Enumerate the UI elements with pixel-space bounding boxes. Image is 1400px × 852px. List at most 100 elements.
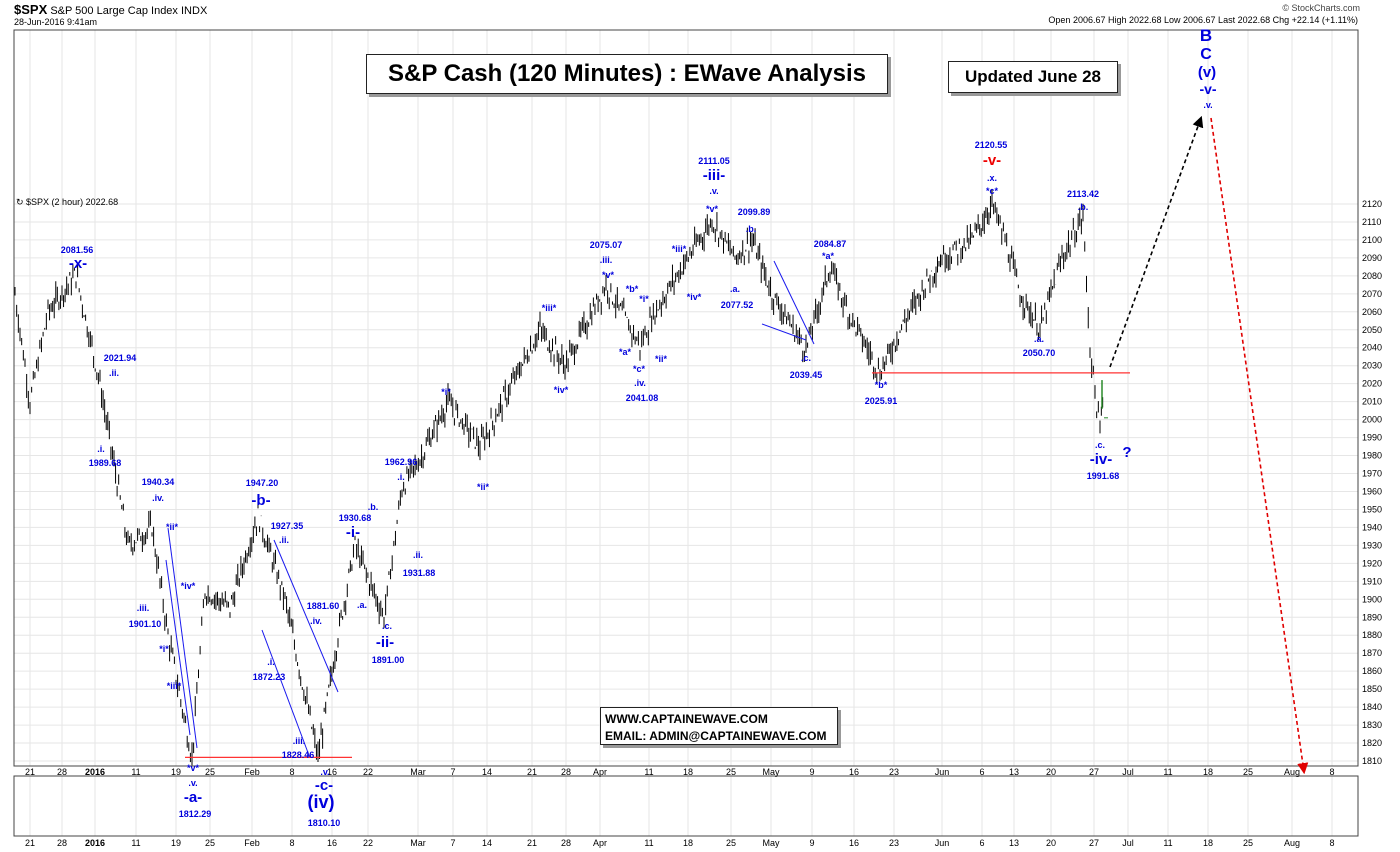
x-tick-label: 18 [683,767,693,777]
x-axis-labels: 2121282820162016111119192525FebFeb881616… [25,767,1335,848]
wave-label-a19: 1947.20 [246,478,279,488]
trend-line [773,260,815,345]
y-tick-label: 2100 [1362,235,1382,245]
wave-label-a50: *v* [602,270,615,280]
x-tick-label: Jul [1122,838,1134,848]
wave-label-a59: *iv* [687,292,702,302]
x-tick-label: 16 [849,838,859,848]
wave-label-a73: 2025.91 [865,396,898,406]
y-tick-label: 2020 [1362,379,1382,389]
projection-up-arrow [1109,115,1204,368]
x-tick-label: May [762,838,780,848]
x-tick-label: 6 [979,838,984,848]
y-tick-label: 2050 [1362,325,1382,335]
wave-label-a77: *c* [986,186,999,196]
y-tick-label: 2060 [1362,307,1382,317]
wave-label-a44: *i* [441,387,451,397]
wave-label-a2: -x- [69,255,87,272]
wave-label-a38: -ii- [376,634,394,651]
x-tick-label: 16 [327,838,337,848]
x-tick-label: 14 [482,838,492,848]
trend-line [165,559,191,736]
wave-label-a85: 1991.68 [1087,471,1120,481]
y-tick-label: 2120 [1362,199,1382,209]
wave-label-a11: .iii. [137,603,150,613]
wave-label-a82: .c. [1095,440,1105,450]
updated-box: Updated June 28 [948,61,1118,93]
x-tick-label: Mar [410,767,426,777]
y-tick-label: 2030 [1362,361,1382,371]
wave-label-a35: -i- [346,524,360,541]
wave-label-a7: 1940.34 [142,477,175,487]
wave-label-a74: 2120.55 [975,140,1008,150]
x-tick-label: 21 [527,838,537,848]
x-tick-label: 27 [1089,767,1099,777]
wave-label-a27: .iii. [293,736,306,746]
y-axis-labels: 1810 1820 1830 1840 1850 1860 1870 1880 1890 1900… [1362,199,1382,766]
wave-label-a15: *v* [187,763,200,773]
x-tick-label: 11 [644,767,653,777]
wave-label-a41: .i. [397,472,405,482]
wave-label-a46: *iii* [542,303,557,313]
x-tick-label: 28 [57,838,67,848]
y-tick-label: 2070 [1362,289,1382,299]
y-tick-label: 1910 [1362,576,1382,586]
wave-label-a37: .c. [382,621,392,631]
x-tick-label: 11 [131,767,140,777]
wave-label-a75: -v- [983,152,1001,169]
trend-line [261,629,311,759]
x-tick-label: Apr [593,838,607,848]
x-tick-label: May [762,767,780,777]
x-tick-label: Jul [1122,767,1134,777]
chart-grid [14,30,1358,836]
wave-label-a72: *b* [875,380,888,390]
x-tick-label: 18 [1203,767,1213,777]
x-tick-label: 13 [1009,767,1019,777]
x-tick-label: 25 [205,838,215,848]
x-tick-label: 28 [57,767,67,777]
y-tick-label: 1970 [1362,469,1382,479]
wave-label-a66: .a. [730,284,740,294]
x-tick-label: 8 [1329,767,1334,777]
x-tick-label: 8 [289,767,294,777]
y-tick-label: 1940 [1362,522,1382,532]
wave-label-a56: .iv. [634,378,646,388]
wave-label-a21: 1927.35 [271,521,304,531]
x-tick-label: 9 [809,838,814,848]
x-tick-label: 9 [809,767,814,777]
wave-label-a6: 1989.68 [89,458,122,468]
x-tick-label: 28 [561,838,571,848]
wave-label-a34: .b. [368,502,379,512]
wave-label-a25: .i. [267,657,275,667]
y-tick-label: 1980 [1362,451,1382,461]
x-tick-label: Aug [1284,767,1300,777]
x-tick-label: Aug [1284,838,1300,848]
x-tick-label: 19 [171,767,181,777]
x-tick-label: 23 [889,767,899,777]
wave-label-a63: *v* [706,204,719,214]
x-tick-label: 14 [482,767,492,777]
x-tick-label: Mar [410,838,426,848]
wave-label-a24: .iv. [310,616,322,626]
x-tick-label: 27 [1089,838,1099,848]
x-tick-label: 18 [683,838,693,848]
wave-label-a53: *a* [619,347,632,357]
x-tick-label: 19 [171,838,181,848]
y-tick-label: 2040 [1362,343,1382,353]
wave-label-a79: .b. [1078,202,1089,212]
wave-label-a10: *iv* [181,581,196,591]
x-tick-label: 11 [644,838,653,848]
wave-label-a49: .iii. [600,255,613,265]
x-tick-label: 16 [327,767,337,777]
x-tick-label: 28 [561,767,571,777]
x-tick-label: 13 [1009,838,1019,848]
x-tick-label: 22 [363,838,373,848]
y-tick-label: 1900 [1362,594,1382,604]
y-tick-label: 1830 [1362,720,1382,730]
x-tick-label: Jun [935,838,950,848]
x-tick-label: 20 [1046,838,1056,848]
y-tick-label: 1880 [1362,630,1382,640]
wave-label-a40: 1962.96 [385,457,418,467]
trend-line [273,539,339,693]
